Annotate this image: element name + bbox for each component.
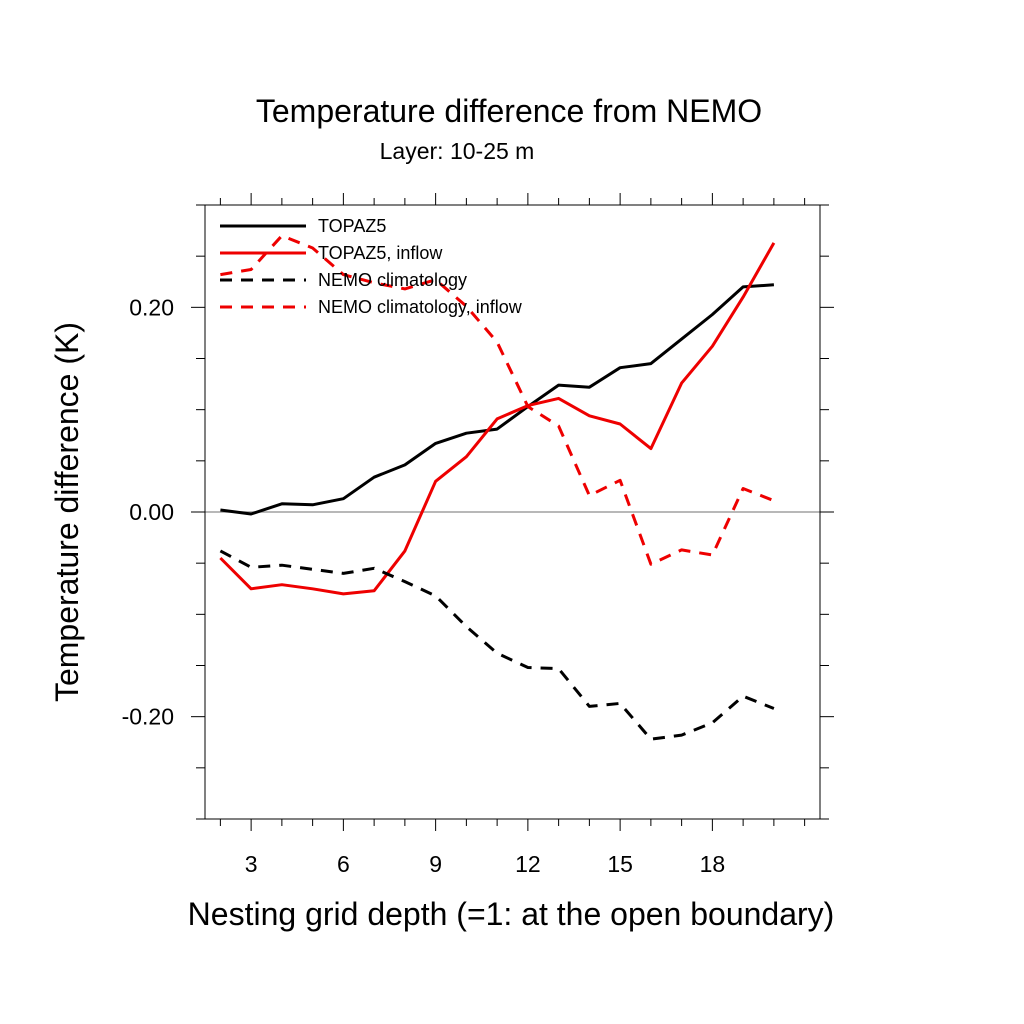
plot-area: 3 6 9 12 15 18 -0.20 0.00 0.20 TOPAZ5 TOPAZ5, infl… [122, 193, 834, 877]
x-tick-label: 3 [245, 851, 258, 877]
y-axis-label: Temperature difference (K) [49, 322, 85, 702]
series-line-3 [219, 549, 775, 741]
legend-label-4: NEMO climatology, inflow [318, 297, 523, 317]
y-tick-label: 0.20 [129, 294, 174, 320]
series-line-2 [219, 242, 776, 596]
chart-subtitle: Layer: 10-25 m [380, 138, 535, 164]
x-tick-label: 9 [429, 851, 442, 877]
y-tick-label: -0.20 [122, 704, 174, 730]
chart-title: Temperature difference from NEMO [256, 93, 762, 129]
legend-label-2: TOPAZ5, inflow [318, 243, 443, 263]
x-tick-label: 15 [607, 851, 633, 877]
x-axis-label: Nesting grid depth (=1: at the open boun… [188, 896, 835, 932]
legend-label-1: TOPAZ5 [318, 216, 386, 236]
x-tick-label: 18 [700, 851, 726, 877]
x-tick-label: 6 [337, 851, 350, 877]
legend-label-3: NEMO climatology [318, 270, 467, 290]
x-tick-label: 12 [515, 851, 541, 877]
series-line-4 [220, 234, 775, 566]
series-line-1 [220, 283, 775, 516]
y-tick-label: 0.00 [129, 499, 174, 525]
